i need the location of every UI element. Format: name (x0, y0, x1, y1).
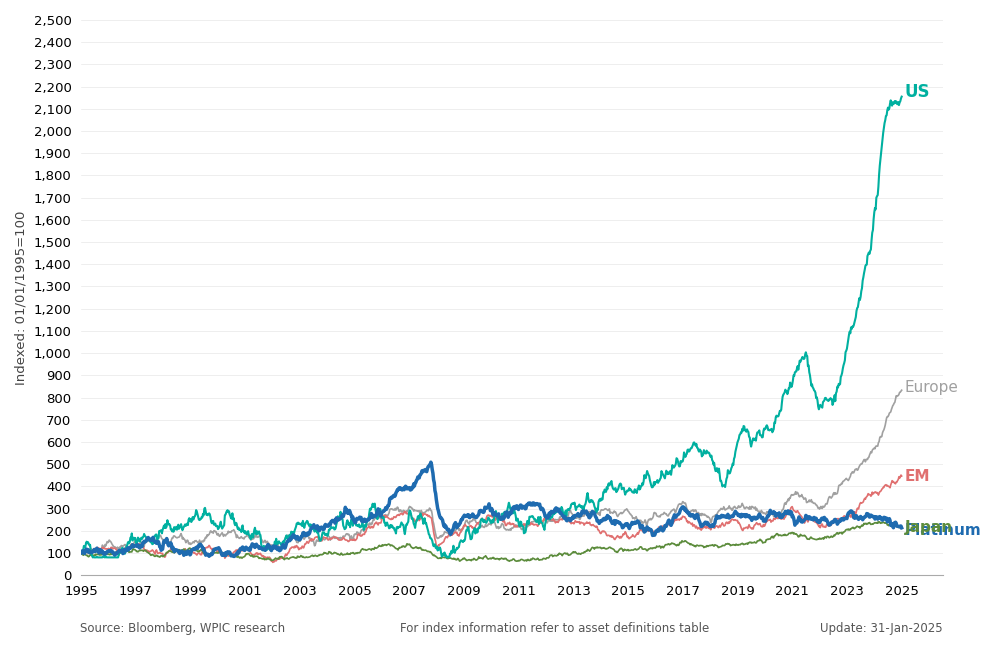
Text: US: US (904, 83, 930, 101)
Text: Japan: Japan (904, 520, 953, 535)
Text: Update: 31-Jan-2025: Update: 31-Jan-2025 (820, 623, 943, 636)
Text: Source: Bloomberg, WPIC research: Source: Bloomberg, WPIC research (80, 623, 285, 636)
Text: Platinum: Platinum (904, 522, 981, 537)
Text: For index information refer to asset definitions table: For index information refer to asset def… (400, 623, 709, 636)
Text: EM: EM (904, 469, 930, 484)
Y-axis label: Indexed: 01/01/1995=100: Indexed: 01/01/1995=100 (15, 211, 28, 385)
Text: Europe: Europe (904, 381, 958, 396)
